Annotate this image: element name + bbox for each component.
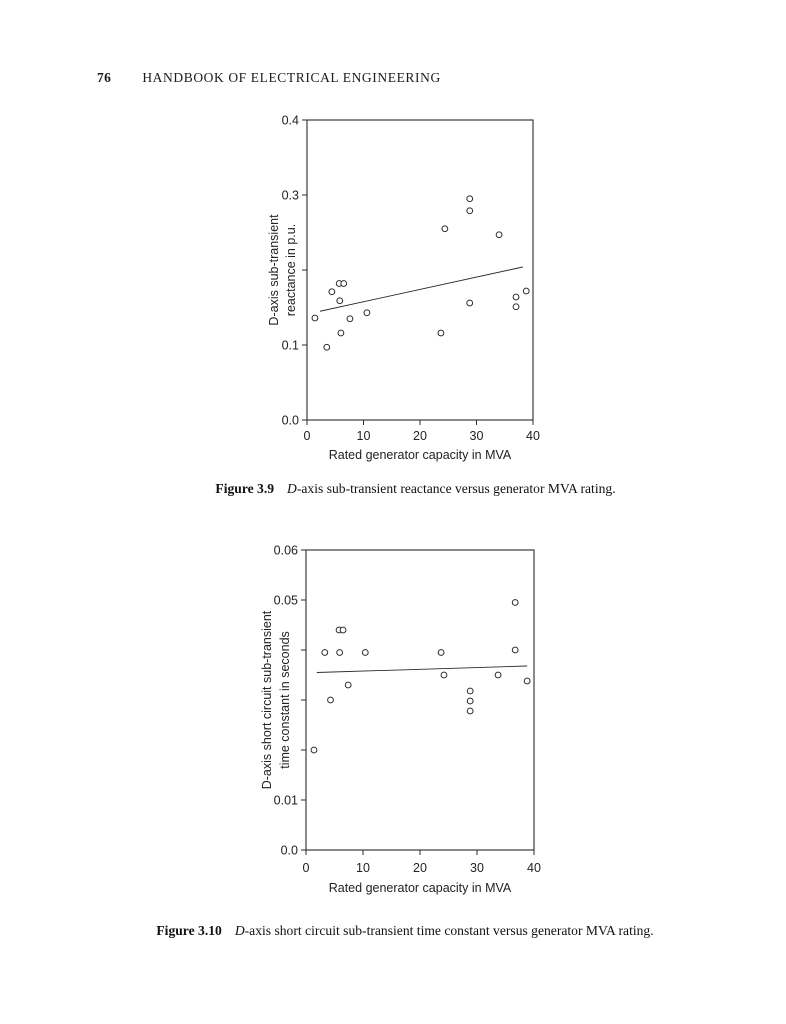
x-tick-label: 30 [470, 861, 484, 875]
scatter-point [363, 309, 371, 317]
scatter-point [337, 329, 345, 337]
y-axis-title: D-axis short circuit sub-transient [260, 610, 274, 789]
x-tick-label: 10 [357, 429, 371, 443]
figure-3-10-label: Figure 3.10 [156, 923, 222, 938]
scatter-point [466, 195, 474, 203]
figure-3-9-scatter-chart: 0.4 0.3 0.1 0.0 0 10 20 30 40 D-axis sub-transien… [267, 113, 540, 462]
scatter-point [311, 314, 319, 322]
plot-border [306, 119, 534, 421]
scatter-point [466, 697, 474, 705]
scatter-point [511, 599, 519, 606]
scatter-point [346, 315, 354, 323]
scatter-point [323, 343, 331, 351]
scatter-point [321, 649, 329, 656]
x-tick-label: 20 [413, 429, 427, 443]
scatter-point [339, 626, 347, 634]
figure-3-9-caption-text: -axis sub-transient reactance versus gen… [296, 481, 616, 496]
plot-border [305, 549, 535, 851]
scatter-point [336, 297, 344, 305]
y-tick-label: 0.3 [282, 188, 299, 202]
y-tick-label: 0.4 [282, 113, 299, 127]
scatter-point [310, 746, 318, 754]
scatter-point [328, 288, 336, 296]
y-tick-label: 0.1 [282, 338, 299, 352]
figure-3-10-caption-text: -axis short circuit sub-transient time c… [244, 923, 654, 938]
figure-3-10-scatter-chart: 0.06 0.05 0.01 0.0 0 10 20 30 40 D-axis short cir… [260, 543, 541, 895]
scatter-point [495, 231, 503, 239]
y-tick-label: 0.06 [274, 543, 298, 557]
scatter-point [512, 303, 520, 311]
y-axis-title: D-axis sub-transient [267, 214, 281, 326]
scatter-point [522, 287, 530, 295]
scatter-point [512, 293, 520, 301]
y-tick-label: 0.0 [281, 843, 298, 857]
scatter-point [437, 649, 445, 656]
figure-3-9-caption: Figure 3.9 D-axis sub-transient reactance… [45, 481, 786, 497]
scatter-point [327, 696, 334, 704]
scatter-point [437, 329, 445, 337]
x-axis-title: Rated generator capacity in MVA [329, 881, 512, 895]
y-tick-label: 0.05 [274, 593, 298, 607]
scatter-point [466, 707, 474, 715]
scatter-point [344, 681, 352, 689]
page-number: 76 [97, 70, 112, 85]
x-tick-label: 40 [526, 429, 540, 443]
y-axis-title: reactance in p.u. [284, 224, 298, 316]
trend-line [319, 266, 523, 312]
scatter-point [441, 225, 449, 233]
x-tick-label: 0 [303, 861, 310, 875]
x-tick-label: 40 [527, 861, 541, 875]
figure-3-9-label: Figure 3.9 [215, 481, 275, 496]
scatter-point [340, 280, 348, 287]
scatter-point [466, 687, 474, 695]
x-tick-label: 0 [304, 429, 311, 443]
y-axis-title: time constant in seconds [278, 631, 292, 769]
scatter-point [466, 207, 474, 215]
y-tick-label: 0.01 [274, 793, 298, 807]
scatter-point [494, 671, 502, 679]
figure-3-10-caption-italic-d: D [234, 923, 245, 938]
page-header: 76 HANDBOOK OF ELECTRICAL ENGINEERING [97, 70, 441, 86]
y-tick-label: 0.0 [282, 413, 299, 427]
scatter-point [523, 677, 531, 685]
scatter-point [361, 649, 369, 656]
figure-3-10-caption: Figure 3.10 D-axis short circuit sub-tran… [24, 923, 786, 939]
trend-line [316, 665, 528, 673]
scatter-point [511, 646, 519, 654]
x-tick-label: 20 [413, 861, 427, 875]
x-axis-title: Rated generator capacity in MVA [329, 448, 512, 462]
scatter-point [440, 671, 448, 679]
x-tick-label: 10 [356, 861, 370, 875]
scatter-point [466, 299, 474, 307]
x-tick-label: 30 [470, 429, 484, 443]
running-title: HANDBOOK OF ELECTRICAL ENGINEERING [142, 70, 441, 85]
figure-3-9-caption-italic-d: D [287, 481, 297, 496]
scatter-point [336, 649, 344, 656]
